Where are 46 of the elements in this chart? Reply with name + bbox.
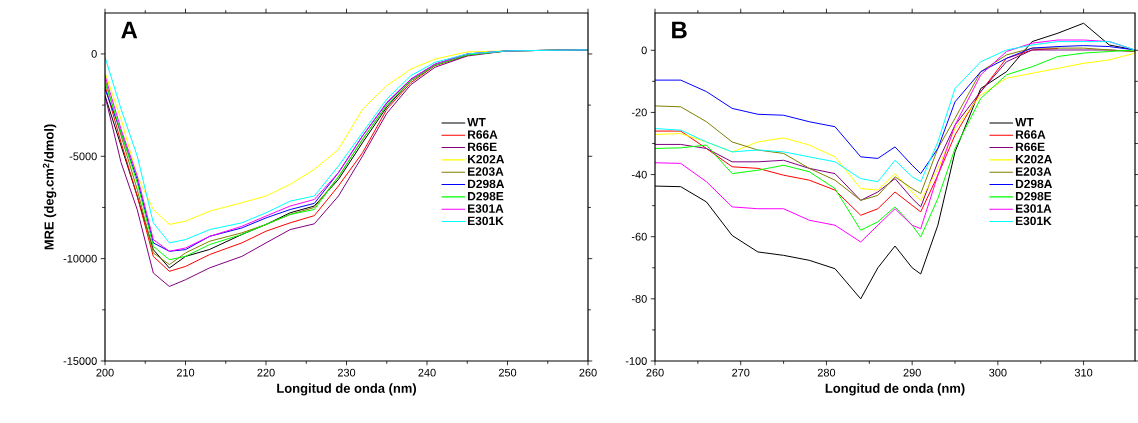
legend-label: K202A bbox=[1015, 154, 1053, 164]
legend-label: K202A bbox=[468, 154, 505, 164]
x-tick-label: 220 bbox=[257, 368, 275, 377]
x-tick-label: 260 bbox=[579, 368, 597, 377]
y-tick-label: -10000 bbox=[63, 254, 97, 263]
x-tick-label: 290 bbox=[903, 368, 921, 377]
y-tick-label: -5000 bbox=[69, 152, 97, 161]
legend-label: E203A bbox=[1015, 167, 1052, 176]
legend-label: E301K bbox=[1015, 216, 1052, 226]
x-tick-label: 280 bbox=[817, 368, 836, 377]
y-tick-label: -40 bbox=[631, 170, 647, 179]
legend-label: E203A bbox=[468, 167, 504, 176]
annotation: A bbox=[121, 21, 138, 39]
y-tick-label: 0 bbox=[91, 50, 97, 58]
y-axis-title: MRE (deg.cm$^{2}$/dmol) bbox=[42, 124, 57, 250]
x-tick-label: 250 bbox=[498, 368, 517, 377]
x-tick-label: 210 bbox=[176, 368, 195, 377]
y-tick-label: -80 bbox=[631, 294, 647, 303]
legend-label: D298E bbox=[1015, 191, 1052, 201]
legend-label: D298A bbox=[468, 179, 505, 189]
legend-label: E301K bbox=[468, 216, 504, 226]
y-tick-label: 0 bbox=[641, 46, 647, 55]
legend-label: R66A bbox=[1015, 130, 1046, 139]
x-axis-title: Longitud de onda (nm) bbox=[277, 383, 417, 396]
x-tick-label: 230 bbox=[337, 368, 356, 377]
legend-label: E301A bbox=[468, 204, 504, 213]
y-tick-label: -15000 bbox=[63, 357, 97, 365]
legend-label: E301A bbox=[1015, 204, 1052, 213]
x-tick-label: 300 bbox=[989, 368, 1007, 377]
legend-label: WT bbox=[1015, 118, 1034, 127]
x-tick-label: 260 bbox=[646, 368, 664, 377]
x-tick-label: 270 bbox=[732, 368, 750, 377]
legend-label: D298A bbox=[1015, 179, 1053, 189]
x-tick-label: 200 bbox=[96, 368, 114, 377]
annotation: B bbox=[672, 21, 687, 39]
x-axis-title: Longitud de onda (nm) bbox=[825, 383, 965, 396]
legend-label: R66A bbox=[468, 130, 498, 139]
y-tick-label: -60 bbox=[631, 232, 647, 241]
y-tick-label: -20 bbox=[631, 108, 647, 117]
legend-label: R66E bbox=[468, 142, 497, 152]
legend-label: R66E bbox=[1015, 142, 1045, 152]
y-tick-label: -100 bbox=[625, 357, 647, 365]
x-tick-label: 310 bbox=[1074, 368, 1093, 377]
legend-label: D298E bbox=[468, 191, 504, 201]
legend-label: WT bbox=[467, 118, 486, 127]
x-tick-label: 240 bbox=[418, 368, 436, 377]
